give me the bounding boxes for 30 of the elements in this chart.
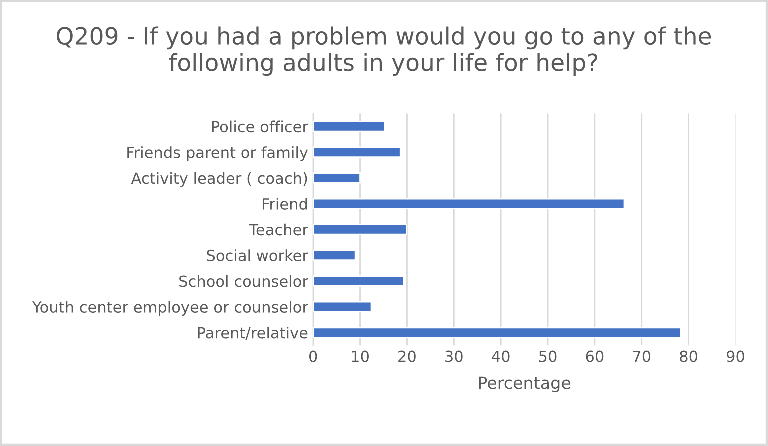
x-tick-label: 40 xyxy=(492,350,510,362)
y-tick-label: Youth center employee or counselor xyxy=(32,301,308,316)
x-tick-label: 10 xyxy=(352,350,369,362)
y-tick-label: Social worker xyxy=(207,250,308,262)
y-tick-label: Parent/relative xyxy=(198,326,308,340)
y-tick-label: School counselor xyxy=(180,275,308,288)
x-tick-label: 70 xyxy=(633,350,651,362)
bar xyxy=(313,301,372,313)
x-tick-label: 60 xyxy=(586,350,604,362)
bar xyxy=(313,172,361,184)
x-tick-label: 30 xyxy=(446,350,463,362)
x-tick-label: 80 xyxy=(680,350,698,362)
bar xyxy=(313,198,626,210)
x-tick-label: 90 xyxy=(726,350,744,362)
y-tick-label: Police officer xyxy=(212,120,308,133)
x-tick-label: 0 xyxy=(309,350,318,362)
bar xyxy=(313,250,356,262)
x-tick-label: 50 xyxy=(539,350,557,362)
x-tick-label: 20 xyxy=(398,350,416,362)
bar xyxy=(313,327,682,338)
bar xyxy=(313,121,386,132)
x-axis-title: Percentage xyxy=(479,376,571,393)
y-tick-label: Friend xyxy=(262,198,308,210)
bar xyxy=(313,224,408,236)
chart-title: Q209 - If you had a problem would you go to any of the following adults in your life for help? xyxy=(56,26,712,76)
bar xyxy=(313,146,402,158)
y-tick-label: Teacher xyxy=(249,224,308,236)
bar xyxy=(313,276,405,287)
y-tick-label: Activity leader ( coach) xyxy=(131,172,308,188)
y-tick-label: Friends parent or family xyxy=(128,146,308,162)
